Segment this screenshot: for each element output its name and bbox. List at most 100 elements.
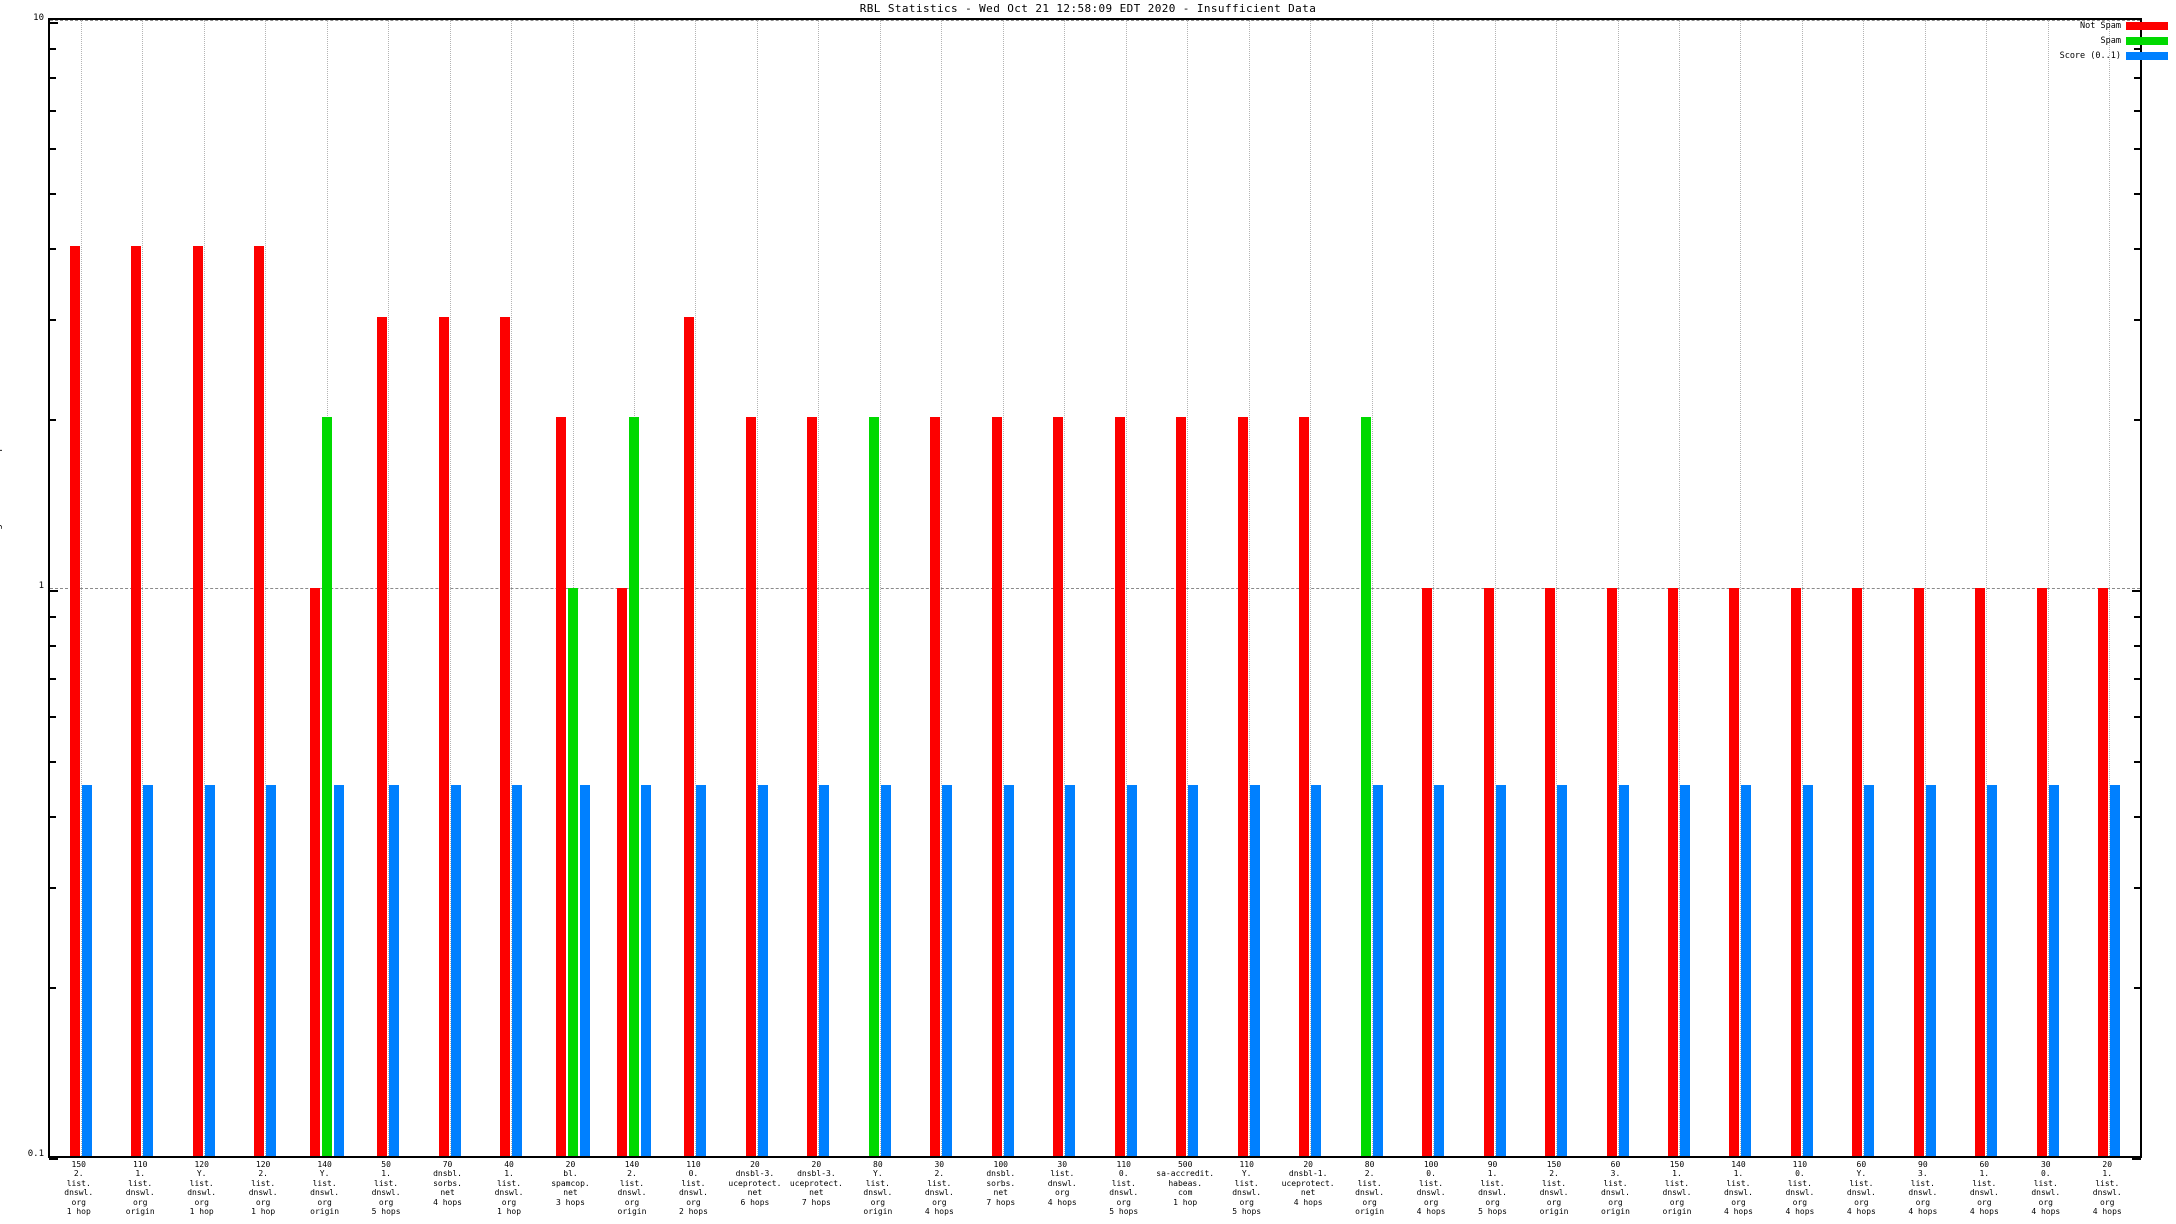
gridline-vertical <box>203 20 205 1156</box>
x-axis-tick-label: 80 Y. list. dnswl. org origin <box>847 1160 908 1216</box>
x-axis-tick-label: 150 2. list. dnswl. org 1 hop <box>48 1160 109 1216</box>
bar-not-spam <box>377 317 388 1156</box>
x-axis-tick-label-line: org <box>1055 1188 1070 1198</box>
x-axis-tick-label-line: org <box>378 1197 394 1207</box>
x-axis-tick-label-line: 4 hops <box>1047 1197 1077 1207</box>
x-axis-tick-label: 20 dnsbl-3. uceprotect. net 7 hops <box>786 1160 847 1207</box>
bar-score <box>1126 784 1137 1156</box>
y-axis-tick-right <box>2134 77 2141 80</box>
bar-score <box>389 784 400 1156</box>
x-axis-tick-label-line: 120 <box>194 1160 209 1169</box>
x-axis-tick-label-line: 6 hops <box>740 1197 770 1207</box>
x-axis-tick-label-line: dnswl. <box>371 1188 401 1198</box>
x-axis-tick-label-line: 3. <box>1610 1169 1621 1179</box>
x-axis-tick-label: 100 0. list. dnswl. org 4 hops <box>1400 1160 1461 1216</box>
x-axis-tick-label-line: 1. <box>504 1169 514 1179</box>
x-axis-tick-label: 20 dnsbl-3. uceprotect. net 6 hops <box>724 1160 785 1207</box>
gridline-vertical <box>1125 20 1127 1156</box>
gridline-vertical <box>511 20 513 1156</box>
x-axis-tick-label-line: 2. <box>1549 1169 1559 1179</box>
gridline-vertical <box>265 20 267 1156</box>
x-axis-tick-label: 110 1. list. dnswl. org origin <box>109 1160 170 1216</box>
x-axis-tick-label-line: 110 <box>686 1160 701 1169</box>
x-axis-tick-label-line: 120 <box>255 1160 271 1169</box>
x-axis-tick-label-line: 80 <box>1364 1160 1375 1169</box>
x-axis-tick-label-line: dnswl. <box>1601 1188 1630 1198</box>
x-axis-tick-label-line: origin <box>310 1207 340 1217</box>
gridline-vertical <box>756 20 758 1156</box>
x-axis-tick-label-line: 500 <box>1177 1160 1193 1169</box>
gridline-vertical <box>1863 20 1865 1156</box>
x-axis-tick-label-line: dnswl. <box>1109 1188 1139 1198</box>
x-axis-tick-label-line: dnswl. <box>863 1188 893 1198</box>
bar-not-spam <box>1975 588 1986 1156</box>
x-axis-tick-label: 120 Y. list. dnswl. org 1 hop <box>171 1160 232 1216</box>
gridline-vertical <box>818 20 820 1156</box>
x-axis-tick-label-line: uceprotect. <box>1281 1178 1335 1188</box>
bar-spam <box>1360 417 1371 1156</box>
x-axis-tick-label-line: Y. <box>319 1169 330 1179</box>
x-axis-tick-label-line: org <box>255 1197 271 1207</box>
bar-spam <box>567 588 578 1156</box>
y-axis-tick-right <box>2134 816 2141 819</box>
gridline-vertical <box>1494 20 1496 1156</box>
x-axis-tick-label-line: sorbs. <box>433 1178 462 1188</box>
x-axis-tick-label-line: 110 <box>1116 1160 1131 1169</box>
x-axis-tick-label-line: list. <box>865 1178 890 1188</box>
bar-score <box>1311 784 1322 1156</box>
x-axis-tick-label-line: dnswl. <box>248 1188 278 1198</box>
x-axis-tick-label: 50 1. list. dnswl. org 5 hops <box>355 1160 416 1216</box>
x-axis-tick-label-line: list. <box>1234 1178 1259 1188</box>
x-axis-tick-label-line: 4 hops <box>1969 1207 1999 1217</box>
x-axis-tick-label-line: org <box>1792 1197 1808 1207</box>
bar-score <box>204 784 215 1156</box>
x-axis-tick-label-line: net <box>993 1188 1008 1198</box>
x-axis-tick-label-line: 1 hop <box>66 1207 91 1217</box>
bar-not-spam <box>1483 588 1494 1156</box>
x-axis-tick-label: 90 3. list. dnswl. org 4 hops <box>1892 1160 1953 1216</box>
x-axis-tick-label-line: list. <box>2033 1178 2058 1188</box>
bar-score <box>757 784 768 1156</box>
x-axis-tick-label-line: sorbs. <box>986 1178 1016 1188</box>
x-axis-tick-label-line: list. <box>1603 1178 1628 1188</box>
y-axis-tick <box>49 886 56 889</box>
bar-score <box>1249 784 1260 1156</box>
legend-item-spam: Spam <box>2026 34 2168 47</box>
x-axis-tick-label-line: sa-accredit. <box>1156 1169 1215 1179</box>
x-axis-tick-label-line: dnswl. <box>64 1188 94 1198</box>
x-axis-tick-label: 30 2. list. dnswl. org 4 hops <box>909 1160 970 1216</box>
bar-not-spam <box>2098 588 2109 1156</box>
bar-not-spam <box>991 417 1002 1156</box>
plot-area <box>48 18 2142 1160</box>
x-axis-tick-label-line: dnswl. <box>310 1188 340 1198</box>
x-axis-tick-label-line: org <box>1915 1197 1931 1207</box>
x-axis-tick-label-line: 1. <box>1487 1169 1498 1179</box>
x-axis-tick-label-line: 30 <box>1057 1160 1068 1169</box>
x-axis-tick-label-line: Y. <box>1241 1169 1252 1179</box>
x-axis-tick-label-line: dnswl. <box>1539 1188 1569 1198</box>
bar-score <box>1557 784 1568 1156</box>
y-axis-tick-right <box>2134 192 2141 195</box>
bar-score <box>880 784 891 1156</box>
legend-label-not-spam: Not Spam <box>2080 20 2121 31</box>
bar-score <box>1864 784 1875 1156</box>
x-axis-tick-label-line: 4 hops <box>2031 1207 2061 1217</box>
x-axis-tick-label-line: 5 hops <box>1109 1207 1139 1217</box>
x-axis-tick-label-line: 90 <box>1918 1160 1928 1169</box>
gridline-vertical <box>1986 20 1988 1156</box>
bar-score <box>512 784 523 1156</box>
x-axis-tick-label-line: 1. <box>1672 1169 1682 1179</box>
bar-not-spam <box>1667 588 1678 1156</box>
x-axis-tick-label-line: 80 <box>873 1160 883 1169</box>
x-axis-tick-label-line: org <box>1362 1197 1377 1207</box>
x-axis-tick-label-line: org <box>317 1197 332 1207</box>
legend-swatch-score <box>2126 51 2168 60</box>
y-axis-tick-right <box>2132 590 2141 592</box>
x-axis-tick-label-line: list. <box>128 1178 153 1188</box>
x-axis-tick-label-line: org <box>1239 1197 1254 1207</box>
x-axis-tick-label-line: 1. <box>2102 1169 2113 1179</box>
bar-spam <box>628 417 639 1156</box>
bar-score <box>1987 784 1998 1156</box>
y-axis-tick <box>49 1158 58 1160</box>
